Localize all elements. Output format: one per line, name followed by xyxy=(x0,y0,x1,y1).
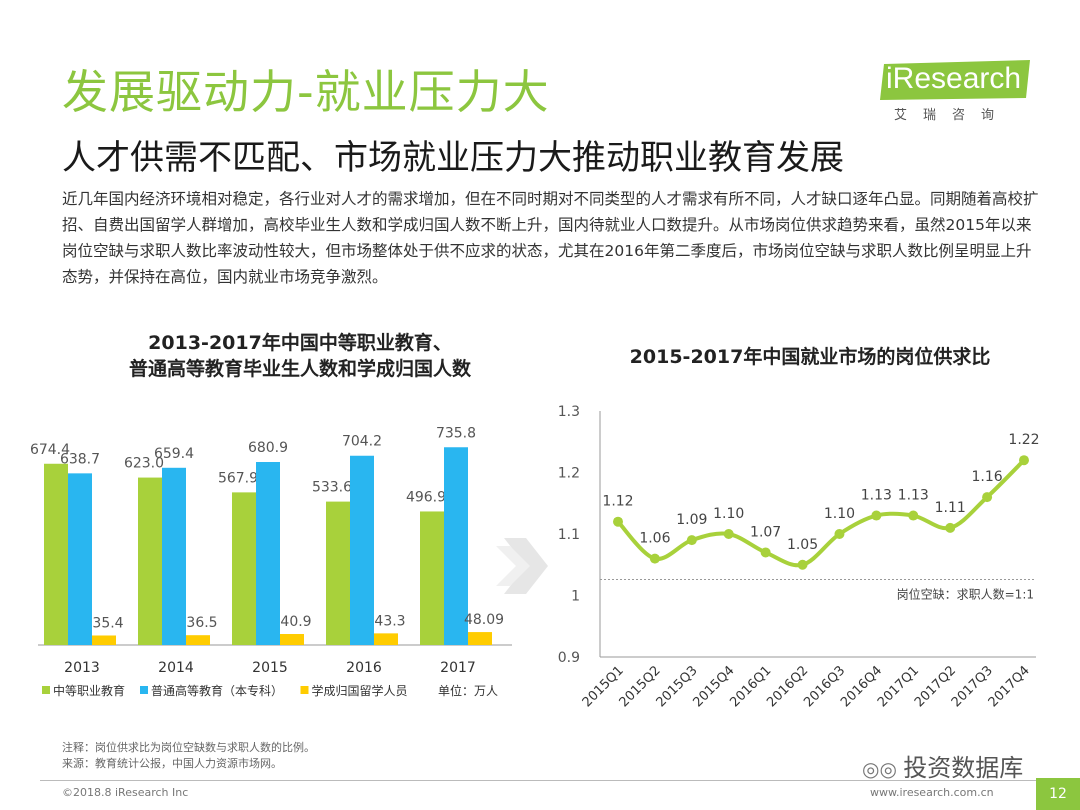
data-point xyxy=(982,492,993,503)
left-chart-title-line2: 普通高等教育毕业生人数和学成归国人数 xyxy=(128,358,471,380)
legend-swatch xyxy=(42,686,50,694)
data-point xyxy=(797,559,808,570)
data-label: 623.0 xyxy=(124,456,164,472)
data-label: 1.22 xyxy=(1008,432,1039,448)
logo-text: iResearch xyxy=(886,62,1022,95)
bar xyxy=(326,501,350,645)
data-label: 1.10 xyxy=(824,506,855,522)
data-label: 1.05 xyxy=(787,537,818,553)
data-label: 659.4 xyxy=(154,446,194,462)
bar xyxy=(374,633,398,645)
data-label: 567.9 xyxy=(218,470,258,486)
legend-swatch xyxy=(300,686,309,694)
bar xyxy=(420,511,444,645)
unit-label: 单位：万人 xyxy=(438,683,498,698)
data-label: 674.4 xyxy=(30,442,70,458)
data-point xyxy=(945,522,956,533)
data-label: 680.9 xyxy=(248,440,288,456)
website-link[interactable]: www.iresearch.com.cn xyxy=(870,786,994,799)
legend-swatch xyxy=(140,686,148,694)
data-point xyxy=(834,529,845,539)
data-label: 36.5 xyxy=(186,615,217,631)
intro-paragraph: 近几年国内经济环境相对稳定，各行业对人才的需求增加，但在不同时期对不同类型的人才… xyxy=(62,190,1039,286)
data-label: 43.3 xyxy=(374,613,405,629)
data-point xyxy=(871,510,882,521)
note-line: 注释：岗位供求比为岗位空缺数与求职人数的比例。 xyxy=(62,741,315,754)
reference-label: 岗位空缺：求职人数=1:1 xyxy=(897,587,1034,602)
iresearch-logo: iResearch 艾瑞咨询 xyxy=(880,58,1040,128)
right-chart-title: 2015-2017年中国就业市场的岗位供求比 xyxy=(629,346,991,368)
data-label: 48.09 xyxy=(464,612,504,628)
left-chart-title-line1: 2013-2017年中国中等职业教育、 xyxy=(148,332,452,354)
data-label: 1.16 xyxy=(972,469,1003,485)
y-tick-label: 1.1 xyxy=(558,527,580,543)
bar xyxy=(186,635,210,645)
data-point xyxy=(908,510,919,521)
bar xyxy=(350,455,374,645)
data-point xyxy=(613,516,623,527)
data-label: 1.09 xyxy=(676,512,707,528)
legend-label: 学成归国留学人员 xyxy=(312,683,408,698)
wechat-icon: ◎◎ xyxy=(862,757,904,781)
bar xyxy=(68,473,92,645)
y-tick-label: 1.2 xyxy=(558,466,580,482)
page-number: 12 xyxy=(1036,778,1080,810)
bar xyxy=(280,634,304,645)
bar xyxy=(162,467,186,645)
watermark: ◎◎ 投资数据库 xyxy=(862,748,1023,783)
legend-label: 普通高等教育（本专科） xyxy=(151,683,283,698)
data-label: 1.10 xyxy=(713,506,744,522)
bar xyxy=(138,477,162,645)
data-label: 533.6 xyxy=(312,480,352,496)
data-label: 1.06 xyxy=(639,531,670,547)
x-tick-label: 2013 xyxy=(64,660,100,676)
data-label: 35.4 xyxy=(92,615,123,631)
data-label: 1.13 xyxy=(861,488,892,504)
data-label: 1.12 xyxy=(602,494,633,510)
legend-label: 中等职业教育 xyxy=(53,683,125,698)
footer-divider xyxy=(40,780,1040,781)
data-point xyxy=(1019,455,1029,466)
page-title: 发展驱动力-就业压力大 xyxy=(62,65,550,119)
arrow-right-icon xyxy=(496,538,548,594)
data-label: 40.9 xyxy=(280,614,311,630)
watermark-text: 投资数据库 xyxy=(903,754,1024,782)
bar xyxy=(232,492,256,645)
y-tick-label: 0.9 xyxy=(558,650,580,666)
bar xyxy=(444,447,468,645)
copyright: ©2018.8 iResearch Inc xyxy=(62,786,189,799)
data-label: 496.9 xyxy=(406,489,446,505)
data-point xyxy=(686,535,697,546)
bar xyxy=(92,635,116,645)
logo-cn: 艾瑞咨询 xyxy=(894,108,1011,123)
data-label: 1.07 xyxy=(750,524,781,540)
bar xyxy=(256,462,280,645)
data-label: 704.2 xyxy=(342,434,382,450)
bar xyxy=(44,463,68,645)
x-tick-label: 2017Q4 xyxy=(986,663,1033,710)
source-line: 来源：教育统计公报，中国人力资源市场网。 xyxy=(62,757,282,770)
y-tick-label: 1.3 xyxy=(558,404,580,420)
x-tick-label: 2015 xyxy=(252,660,288,676)
data-label: 638.7 xyxy=(60,451,100,467)
data-label: 1.13 xyxy=(898,488,929,504)
line-chart: 0.911.11.21.3岗位空缺：求职人数=1:11.122015Q11.06… xyxy=(558,404,1040,710)
x-tick-label: 2017 xyxy=(440,660,476,676)
data-point xyxy=(723,529,734,539)
data-label: 735.8 xyxy=(436,425,476,441)
logo-badge-icon xyxy=(880,60,1030,100)
data-point xyxy=(760,547,771,558)
left-chart-title: 2013-2017年中国中等职业教育、 普通高等教育毕业生人数和学成归国人数 xyxy=(60,330,540,382)
data-point xyxy=(649,553,660,564)
page-subtitle: 人才供需不匹配、市场就业压力大推动职业教育发展 xyxy=(62,138,844,178)
notes: 注释：岗位供求比为岗位空缺数与求职人数的比例。 来源：教育统计公报，中国人力资源… xyxy=(62,740,315,772)
y-tick-label: 1 xyxy=(571,589,580,605)
x-tick-label: 2014 xyxy=(158,660,194,676)
bar xyxy=(468,632,492,645)
x-tick-label: 2016 xyxy=(346,660,382,676)
data-label: 1.11 xyxy=(935,500,966,516)
